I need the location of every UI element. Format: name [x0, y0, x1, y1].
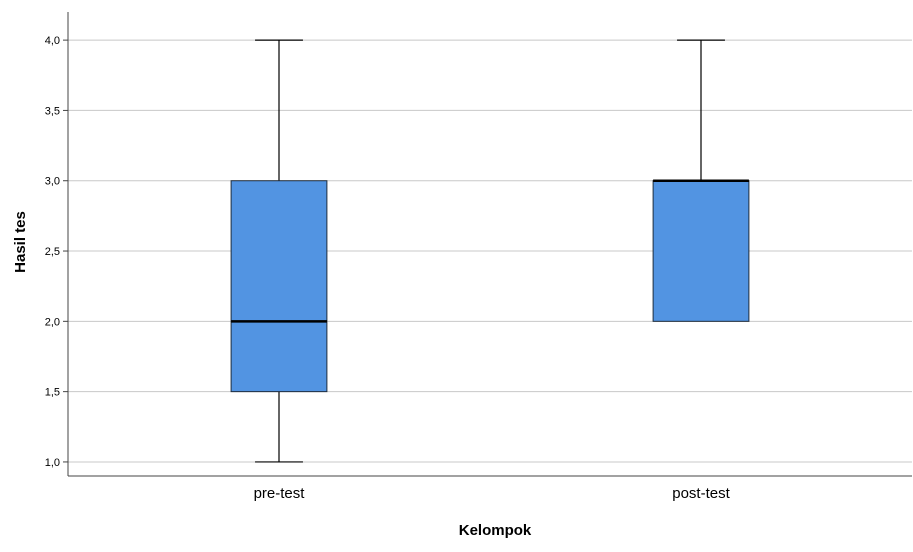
y-tick-label: 2,0	[45, 316, 60, 328]
y-tick-label: 3,0	[45, 176, 60, 188]
box-pre-test	[230, 180, 328, 393]
x-tick-label: pre-test	[254, 485, 306, 502]
axes	[63, 12, 912, 477]
y-tick-label: 1,5	[45, 387, 60, 399]
boxes	[230, 39, 750, 463]
tick-labels: 1,0 1,5 2,0 2,5 3,0 3,5 4,0 pre-test post-test	[45, 35, 731, 502]
x-tick-label: post-test	[672, 485, 730, 502]
y-tick-label: 1,0	[45, 457, 60, 469]
box-post-test	[652, 180, 750, 322]
y-tick-label: 3,5	[45, 105, 60, 117]
y-tick-label: 4,0	[45, 35, 60, 47]
x-axis-title: Kelompok	[459, 522, 532, 539]
y-tick-label: 2,5	[45, 246, 60, 258]
gridlines	[68, 39, 912, 463]
y-axis-title: Hasil tes	[12, 211, 29, 273]
